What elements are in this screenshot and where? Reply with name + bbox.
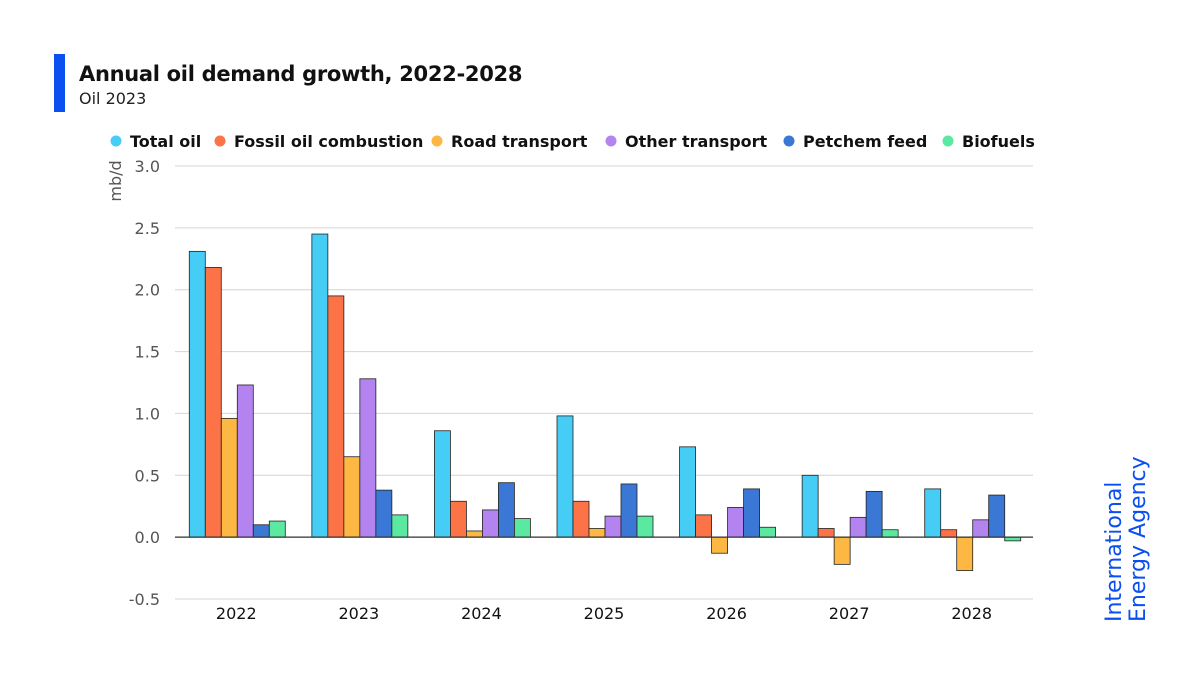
bar-total-oil-2028 — [924, 488, 942, 538]
legend-label: Other transport — [625, 132, 768, 151]
legend: Total oil Fossil oil combustion Road trans… — [110, 132, 1035, 151]
x-category-label: 2026 — [706, 604, 747, 623]
bar-road-transport-2025 — [588, 528, 606, 538]
bar-other-transport-2023 — [359, 378, 377, 538]
legend-marker — [214, 135, 226, 147]
bar-petchem-feed-2022 — [252, 524, 270, 538]
chart-subtitle: Oil 2023 — [79, 89, 147, 108]
bars — [188, 233, 1022, 571]
bar-other-transport-2025 — [604, 515, 622, 538]
bar-petchem-feed-2023 — [375, 489, 393, 538]
chart-title: Annual oil demand growth, 2022-2028 — [79, 62, 523, 86]
bar-road-transport-2026 — [711, 536, 728, 554]
bar-total-oil-2025 — [556, 415, 574, 538]
y-tick-label: -0.5 — [129, 590, 160, 609]
bar-fossil-oil-combustion-2028 — [940, 529, 958, 538]
x-category-label: 2025 — [584, 604, 625, 623]
x-category-label: 2028 — [951, 604, 992, 623]
bar-fossil-oil-combustion-2026 — [695, 514, 712, 538]
x-category-label: 2022 — [216, 604, 257, 623]
iea-logo: International Energy Agency — [1102, 456, 1151, 622]
x-axis-categories: 2022 2023 2024 2025 2026 2027 2028 — [216, 604, 992, 623]
legend-label: Biofuels — [962, 132, 1035, 151]
bar-fossil-oil-combustion-2024 — [450, 500, 467, 538]
legend-item-other-transport: Other transport — [605, 132, 768, 151]
bar-fossil-oil-combustion-2027 — [817, 528, 835, 538]
bar-biofuels-2023 — [391, 514, 409, 538]
bar-fossil-oil-combustion-2023 — [327, 295, 345, 538]
bar-biofuels-2027 — [881, 529, 899, 538]
y-tick-label: 0.5 — [135, 466, 160, 485]
bar-biofuels-2025 — [636, 515, 654, 538]
logo-line-1: International — [1102, 482, 1127, 622]
legend-label: Petchem feed — [803, 132, 927, 151]
y-axis-label: mb/d — [106, 160, 125, 201]
legend-item-petchem-feed: Petchem feed — [783, 132, 927, 151]
bar-petchem-feed-2026 — [743, 488, 760, 538]
bar-biofuels-2024 — [514, 518, 531, 538]
bar-biofuels-2026 — [759, 526, 776, 538]
y-tick-label: 0.0 — [135, 528, 160, 547]
legend-marker — [110, 135, 122, 147]
bar-road-transport-2023 — [343, 456, 361, 538]
legend-marker — [942, 135, 954, 147]
logo-line-2: Energy Agency — [1126, 456, 1151, 622]
legend-item-fossil-oil-combustion: Fossil oil combustion — [214, 132, 423, 151]
x-category-label: 2023 — [338, 604, 379, 623]
bar-petchem-feed-2024 — [498, 482, 515, 538]
y-tick-label: 3.0 — [135, 157, 160, 176]
legend-marker — [605, 135, 617, 147]
y-tick-label: 2.0 — [135, 281, 160, 300]
legend-label: Fossil oil combustion — [234, 132, 423, 151]
bar-petchem-feed-2025 — [620, 483, 638, 538]
legend-marker — [783, 135, 795, 147]
bar-biofuels-2022 — [268, 520, 286, 538]
legend-item-road-transport: Road transport — [431, 132, 588, 151]
y-tick-label: 2.5 — [135, 219, 160, 238]
legend-marker — [431, 135, 443, 147]
legend-label: Total oil — [130, 132, 201, 151]
bar-total-oil-2024 — [434, 430, 451, 538]
y-axis-ticks: -0.5 0.0 0.5 1.0 1.5 2.0 2.5 3.0 — [129, 157, 160, 609]
bar-other-transport-2026 — [727, 507, 744, 538]
legend-item-total-oil: Total oil — [110, 132, 201, 151]
bar-other-transport-2022 — [236, 384, 254, 538]
legend-item-biofuels: Biofuels — [942, 132, 1035, 151]
bar-other-transport-2028 — [972, 519, 990, 538]
bar-petchem-feed-2028 — [988, 494, 1006, 538]
bar-fossil-oil-combustion-2025 — [572, 500, 590, 538]
x-category-label: 2027 — [829, 604, 870, 623]
bar-road-transport-2024 — [466, 530, 483, 538]
bar-total-oil-2027 — [801, 474, 819, 538]
bar-other-transport-2027 — [849, 516, 867, 538]
bar-fossil-oil-combustion-2022 — [204, 267, 222, 538]
y-tick-label: 1.5 — [135, 343, 160, 362]
bar-total-oil-2026 — [679, 446, 696, 538]
x-category-label: 2024 — [461, 604, 502, 623]
bar-road-transport-2028 — [956, 536, 974, 571]
bar-other-transport-2024 — [482, 509, 499, 538]
bar-total-oil-2022 — [188, 250, 206, 538]
bar-petchem-feed-2027 — [865, 490, 883, 538]
title-accent-bar — [54, 54, 65, 112]
y-tick-label: 1.0 — [135, 404, 160, 423]
bar-total-oil-2023 — [311, 233, 329, 538]
legend-label: Road transport — [451, 132, 588, 151]
bar-road-transport-2027 — [833, 536, 851, 565]
bar-road-transport-2022 — [220, 417, 238, 538]
